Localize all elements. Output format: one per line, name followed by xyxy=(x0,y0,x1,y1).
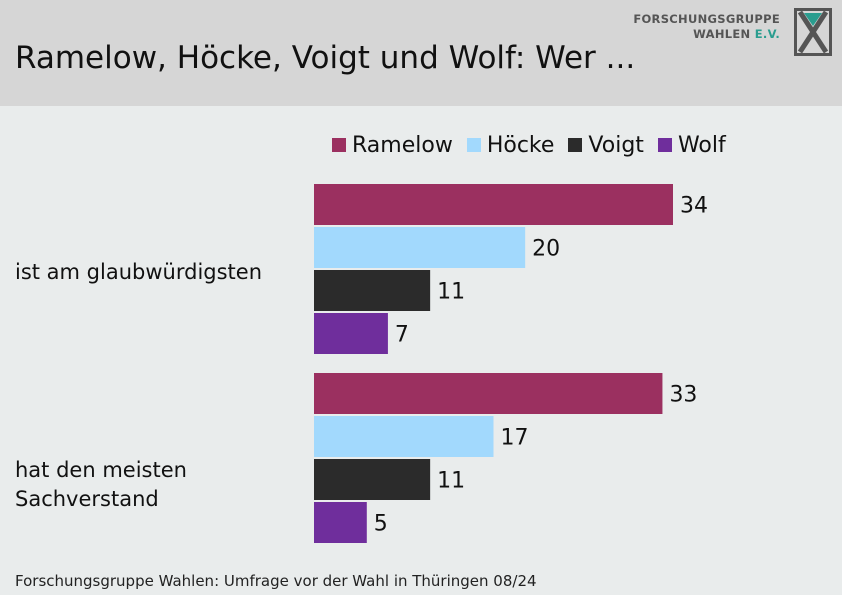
source-note: Forschungsgruppe Wahlen: Umfrage vor der… xyxy=(15,572,537,590)
logo-line1: FORSCHUNGSGRUPPE xyxy=(633,12,780,26)
category-label-line: ist am glaubwürdigsten xyxy=(15,260,263,284)
bar xyxy=(314,184,673,225)
logo-text: FORSCHUNGSGRUPPE WAHLEN E.V. xyxy=(633,12,780,42)
category-label: ist am glaubwürdigsten xyxy=(15,258,262,287)
data-label: 17 xyxy=(501,426,529,451)
bar xyxy=(314,227,526,268)
bar xyxy=(314,373,663,414)
category-label-line: hat den meisten xyxy=(15,458,187,482)
legend-label: Voigt xyxy=(588,132,644,158)
logo-line2: WAHLEN xyxy=(693,27,751,41)
data-label: 11 xyxy=(437,469,465,494)
legend-swatch xyxy=(657,138,672,152)
bar xyxy=(314,313,388,354)
bar xyxy=(314,502,367,543)
data-label: 34 xyxy=(680,194,708,219)
data-label: 5 xyxy=(374,512,388,537)
legend-label: Ramelow xyxy=(352,132,453,158)
bar xyxy=(314,416,494,457)
legend-swatch xyxy=(568,138,583,152)
legend-swatch xyxy=(332,138,346,152)
legend-item: Ramelow xyxy=(332,133,453,158)
bar xyxy=(314,459,431,500)
data-label: 7 xyxy=(395,323,409,348)
header-band: Ramelow, Höcke, Voigt und Wolf: Wer ... … xyxy=(0,0,842,106)
legend-label: Wolf xyxy=(677,132,726,158)
logo-line2-suffix: E.V. xyxy=(754,27,780,41)
page-title: Ramelow, Höcke, Voigt und Wolf: Wer ... xyxy=(15,40,636,76)
category-label: hat den meisten Sachverstand xyxy=(15,456,187,514)
data-label: 20 xyxy=(532,237,560,262)
legend-item: Höcke xyxy=(466,132,555,158)
legend: Ramelow Höcke Voigt Wolf xyxy=(332,131,740,159)
logo: FORSCHUNGSGRUPPE WAHLEN E.V. xyxy=(632,8,832,58)
legend-item: Wolf xyxy=(657,132,726,158)
legend-label: Höcke xyxy=(486,132,555,158)
data-label: 11 xyxy=(437,280,465,305)
data-label: 33 xyxy=(669,383,697,408)
category-label-line: Sachverstand xyxy=(15,487,159,511)
legend-swatch xyxy=(466,138,481,152)
legend-item: Voigt xyxy=(568,133,644,158)
bar xyxy=(314,270,431,311)
fgw-logo-icon xyxy=(794,8,832,56)
